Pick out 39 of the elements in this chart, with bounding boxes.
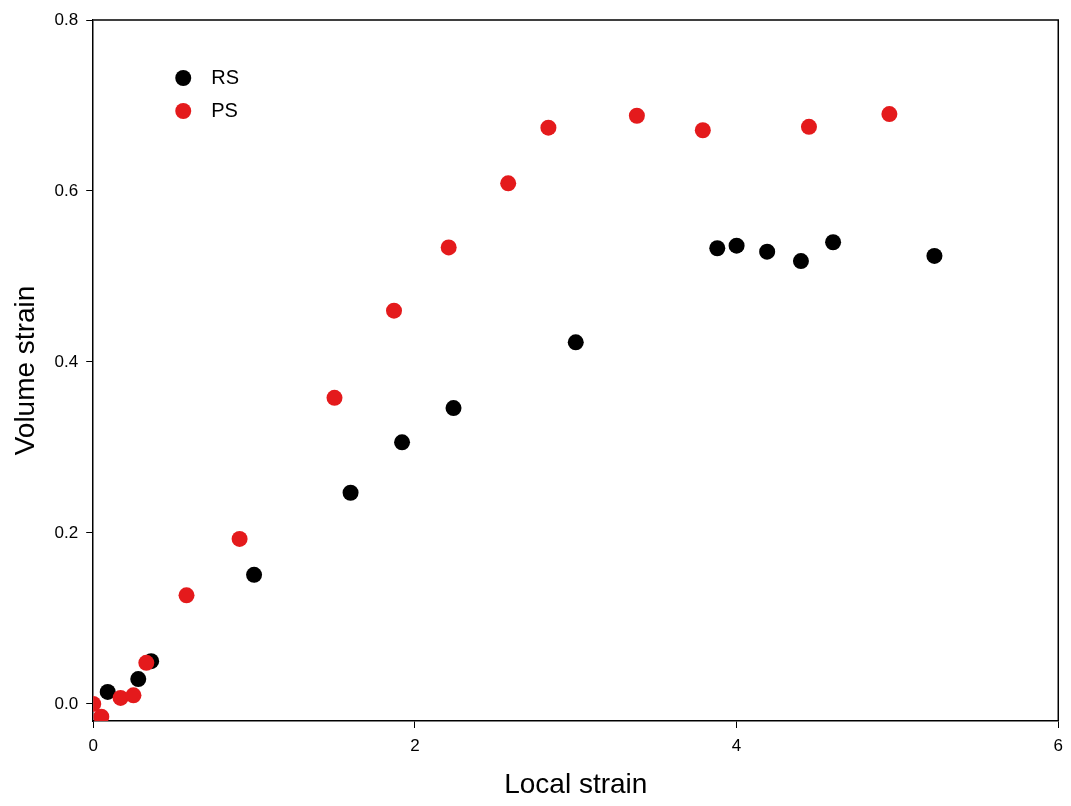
point [881,106,898,123]
point [342,484,359,501]
point [728,237,745,254]
point [567,334,584,351]
y-tick-label: 0.8 [54,9,79,29]
point [231,530,248,547]
point [694,122,711,139]
point [759,243,776,260]
point [825,234,842,251]
x-tick-label: 4 [731,735,742,755]
point [394,434,411,451]
point [792,253,809,270]
x-tick-label: 0 [88,735,98,755]
point [440,239,457,256]
x-tick-label: 2 [410,735,420,755]
point [125,687,142,704]
y-tick-label: 0.6 [54,180,79,200]
x-tick-label: 6 [1053,735,1064,755]
x-axis-title: Local strain [504,767,648,799]
y-tick-label: 0.4 [54,351,79,371]
point [130,671,147,688]
point [628,107,645,124]
point [926,247,943,264]
legend-label: RS [211,65,240,88]
point [445,400,462,417]
point [386,302,402,319]
point [99,683,116,700]
y-tick-label: 0.0 [54,693,79,713]
point [138,654,155,671]
y-axis-title: Volume strain [8,285,40,456]
point [178,587,195,604]
point [709,240,726,257]
point [540,119,557,136]
point [800,118,817,135]
y-tick-label: 0.2 [54,522,79,542]
point [500,175,517,192]
point [326,389,343,406]
point [246,566,263,583]
legend-label: PS [211,98,238,121]
